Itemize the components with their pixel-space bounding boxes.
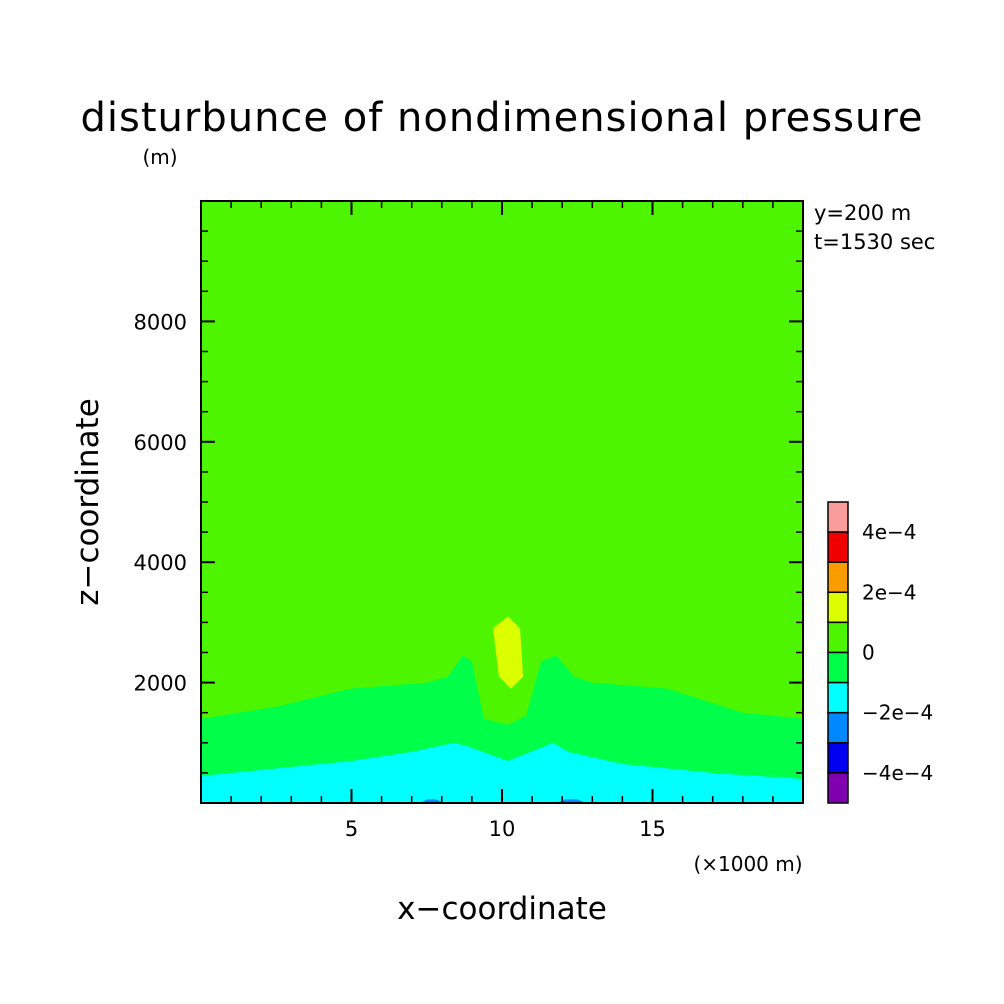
contour-region-yellow-blob	[493, 616, 524, 689]
y-axis-label: z−coordinate	[70, 398, 106, 606]
x-ticks: 5 10 15	[345, 201, 666, 841]
contour-regions	[201, 616, 803, 803]
chart-title: disturbunce of nondimensional pressure	[81, 95, 924, 141]
minor-ticks	[201, 201, 803, 803]
contour-region-cyan-band	[201, 742, 803, 803]
x-axis-label: x−coordinate	[397, 891, 607, 927]
colorbar-level	[827, 742, 849, 774]
y-unit-label: (m)	[142, 145, 177, 169]
colorbar-level	[827, 531, 849, 563]
colorbar: 4e−4 2e−4 0 −2e−4 −4e−4	[827, 501, 933, 804]
colorbar-label: 2e−4	[862, 580, 917, 604]
colorbar-level	[827, 651, 849, 684]
x-tick-label: 10	[489, 817, 516, 841]
contour-region-green-band	[201, 655, 803, 779]
y-tick-label: 6000	[134, 431, 187, 455]
colorbar-level	[827, 621, 849, 654]
info-time: t=1530 sec	[814, 230, 935, 254]
y-ticks: 2000 4000 6000 8000	[134, 310, 803, 696]
colorbar-label: 0	[862, 641, 875, 665]
colorbar-level	[827, 681, 849, 714]
plot-area: 5 10 15 2000 4000 6000 8000	[134, 200, 804, 841]
y-tick-label: 2000	[134, 672, 187, 696]
x-tick-label: 5	[345, 817, 358, 841]
y-tick-label: 8000	[134, 310, 187, 334]
colorbar-level	[827, 591, 849, 624]
colorbar-label: −4e−4	[862, 761, 933, 785]
colorbar-label: 4e−4	[862, 520, 917, 544]
x-tick-label: 15	[639, 817, 666, 841]
colorbar-level	[827, 561, 849, 594]
colorbar-level	[827, 711, 849, 744]
x-unit-label: (×1000 m)	[693, 852, 802, 876]
colorbar-level	[827, 772, 849, 804]
colorbar-level	[827, 501, 849, 533]
colorbar-label: −2e−4	[862, 701, 933, 725]
info-y-position: y=200 m	[814, 201, 911, 225]
y-tick-label: 4000	[134, 551, 187, 575]
